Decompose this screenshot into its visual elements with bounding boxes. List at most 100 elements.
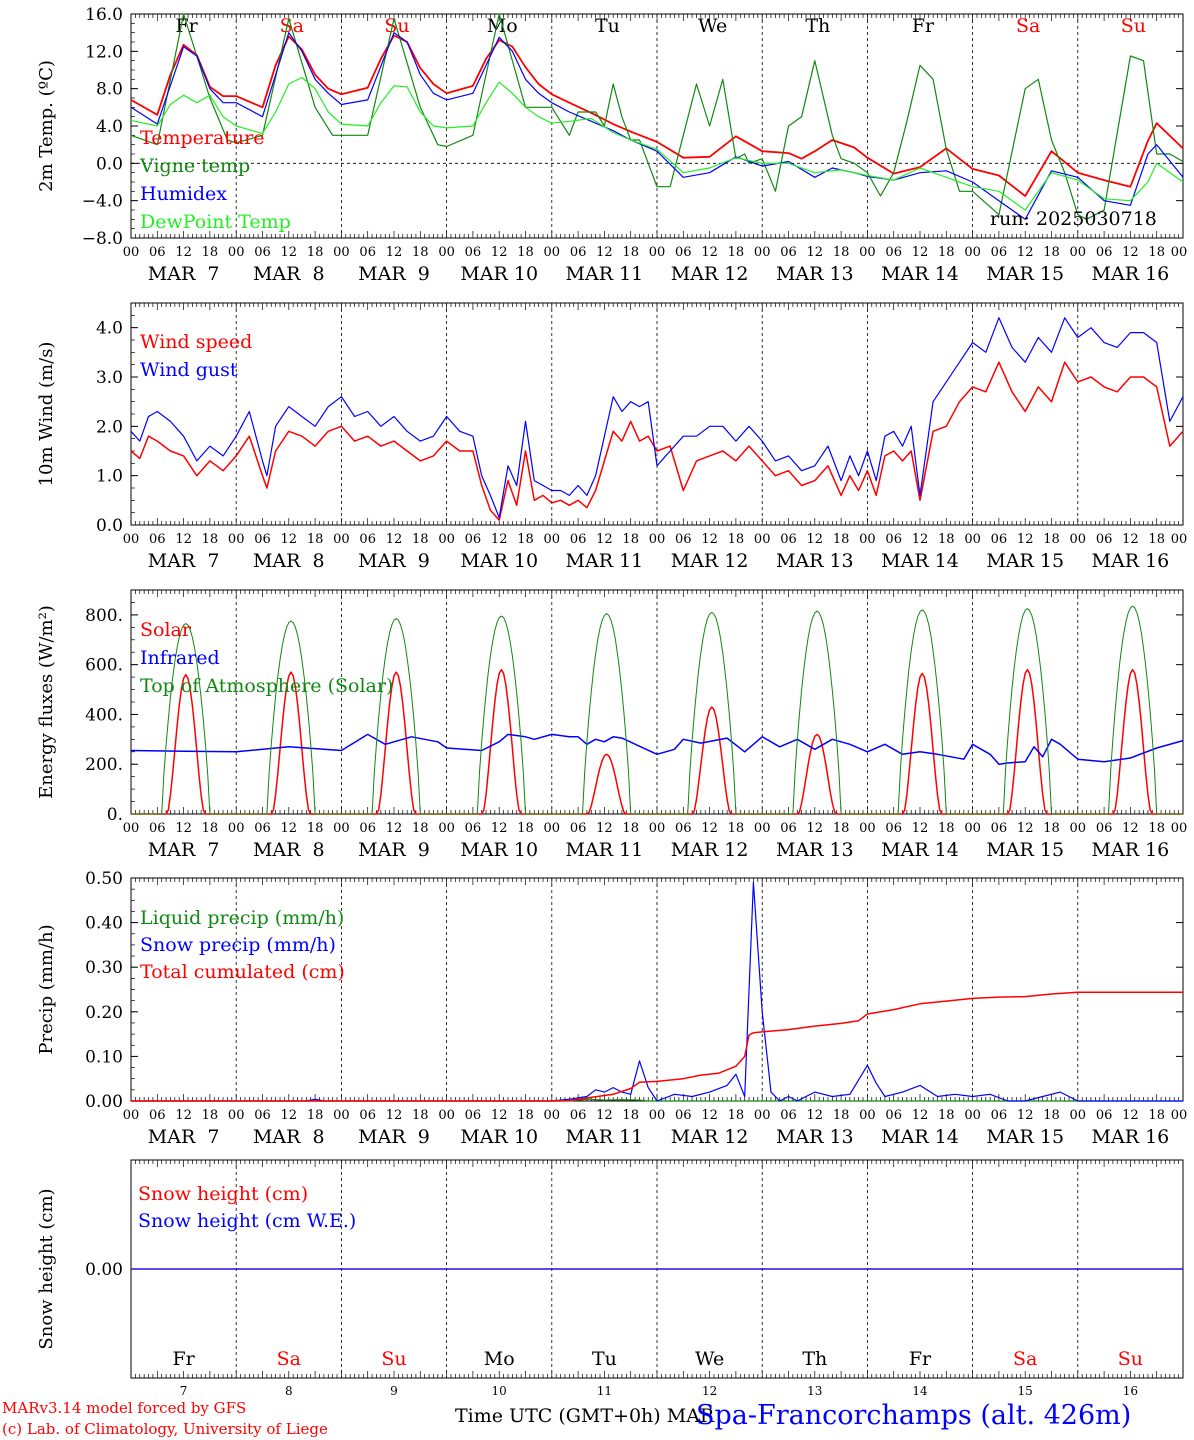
hour-tick-label: 18	[938, 245, 955, 260]
hour-tick-label: 06	[465, 532, 482, 547]
date-label: MAR 16	[1092, 550, 1170, 572]
hour-tick-label: 18	[202, 1108, 219, 1123]
date-label: MAR 14	[881, 1126, 959, 1148]
weekday-label: Su	[384, 15, 409, 37]
hour-tick-label: 00	[544, 821, 561, 836]
hour-tick-label: 18	[412, 532, 429, 547]
hour-tick-label: 06	[1096, 532, 1113, 547]
weekday-label: Sa	[1016, 15, 1040, 37]
hour-tick-label: 06	[149, 532, 166, 547]
day-number-label: 9	[390, 1384, 398, 1398]
hour-tick-label: 18	[833, 1108, 850, 1123]
hour-tick-label: 12	[386, 821, 403, 836]
date-label: MAR 8	[253, 550, 325, 572]
hour-tick-label: 18	[412, 1108, 429, 1123]
date-label: MAR 12	[671, 550, 749, 572]
y-tick-label: 4.0	[96, 117, 123, 137]
plot-frame	[130, 13, 1184, 239]
date-label: MAR 10	[460, 1126, 538, 1148]
y-axis-label: 10m Wind (m/s)	[36, 342, 57, 487]
hour-tick-label: 18	[307, 532, 324, 547]
hour-tick-label: 06	[885, 1108, 902, 1123]
hour-tick-label: 00	[1070, 1108, 1087, 1123]
date-label: MAR 13	[776, 1126, 854, 1148]
date-label: MAR 10	[460, 839, 538, 861]
date-label: MAR 13	[776, 550, 854, 572]
day-number-label: 11	[597, 1384, 612, 1398]
time-axis-text: Time UTC (GMT+0h)	[455, 1405, 661, 1427]
chart-panel-energy: 00 06 12 18 MAR 7 00 06 12 18 MAR 8 00 06 12 18 MAR 9 0…	[36, 589, 1188, 861]
y-tick-label: 0.	[107, 805, 123, 825]
chart-panel-snow: 0.00 Snow height (cm) Fr 7 Sa 8 Su 9 Mo 10 Tu 11 We 1…	[36, 1159, 1184, 1398]
day-number-label: 16	[1123, 1384, 1138, 1398]
legend-entry: Snow height (cm)	[138, 1183, 308, 1205]
hour-tick-label: 12	[491, 821, 508, 836]
hour-tick-label: 00	[544, 1108, 561, 1123]
legend-entry: Snow precip (mm/h)	[140, 934, 336, 956]
hour-tick-label: 12	[1017, 821, 1034, 836]
hour-tick-label: 12	[807, 532, 824, 547]
hour-tick-label: 06	[359, 821, 376, 836]
legend-entry: Temperature	[140, 127, 264, 149]
hour-tick-label: 00	[1070, 821, 1087, 836]
hour-tick-label: 18	[1148, 821, 1165, 836]
date-label: MAR 14	[881, 263, 959, 285]
hour-tick-label: 00	[333, 1108, 350, 1123]
hour-tick-label: 06	[254, 1108, 271, 1123]
hour-tick-label: 18	[307, 1108, 324, 1123]
hour-tick-label: 06	[254, 821, 271, 836]
y-tick-label: 0.10	[85, 1047, 123, 1067]
hour-tick-label: 00	[333, 245, 350, 260]
hour-tick-label: 18	[833, 532, 850, 547]
date-label: MAR 14	[881, 839, 959, 861]
hour-tick-label: 00	[123, 821, 140, 836]
hour-tick-label: 12	[701, 821, 718, 836]
legend-entry: DewPoint Temp	[140, 211, 291, 233]
hour-tick-label: 18	[1043, 532, 1060, 547]
legend-entry: Liquid precip (mm/h)	[140, 907, 344, 929]
hour-tick-label: 06	[885, 245, 902, 260]
hour-tick-label: 12	[491, 245, 508, 260]
hour-tick-label: 18	[412, 821, 429, 836]
y-tick-label: 16.0	[85, 5, 123, 25]
hour-tick-label: 06	[991, 1108, 1008, 1123]
hour-tick-label: 06	[359, 532, 376, 547]
hour-tick-label: 00	[859, 245, 876, 260]
hour-tick-label: 00	[649, 532, 666, 547]
hour-tick-label: 00	[1171, 1108, 1188, 1123]
date-label: MAR 12	[671, 839, 749, 861]
day-number-label: 8	[285, 1384, 293, 1398]
y-tick-label: 2.0	[96, 417, 123, 437]
hour-tick-label: 18	[1148, 245, 1165, 260]
weekday-label: We	[698, 15, 727, 37]
hour-tick-label: 00	[964, 821, 981, 836]
series-line	[130, 733, 1184, 765]
hour-tick-label: 12	[491, 532, 508, 547]
day-number-label: 15	[1018, 1384, 1033, 1398]
hour-tick-label: 06	[149, 1108, 166, 1123]
hour-tick-label: 18	[1043, 1108, 1060, 1123]
weekday-label: Fr	[172, 1348, 195, 1370]
hour-tick-label: 18	[833, 821, 850, 836]
hour-tick-label: 00	[1171, 532, 1188, 547]
date-label: MAR 15	[986, 839, 1064, 861]
hour-tick-label: 06	[465, 821, 482, 836]
weekday-label: We	[695, 1348, 724, 1370]
hour-tick-label: 12	[386, 532, 403, 547]
series-line	[130, 13, 1184, 220]
hour-tick-label: 00	[1171, 821, 1188, 836]
hour-tick-label: 00	[333, 821, 350, 836]
hour-tick-label: 12	[386, 245, 403, 260]
hour-tick-label: 12	[701, 1108, 718, 1123]
date-label: MAR 13	[776, 263, 854, 285]
hour-tick-label: 00	[438, 245, 455, 260]
hour-tick-label: 06	[991, 821, 1008, 836]
weekday-label: Mo	[484, 1348, 515, 1370]
hour-tick-label: 00	[438, 821, 455, 836]
hour-tick-label: 00	[228, 821, 245, 836]
hour-tick-label: 00	[754, 821, 771, 836]
hour-tick-label: 06	[149, 245, 166, 260]
hour-tick-label: 06	[1096, 1108, 1113, 1123]
time-axis-month: MAR	[666, 1405, 715, 1427]
